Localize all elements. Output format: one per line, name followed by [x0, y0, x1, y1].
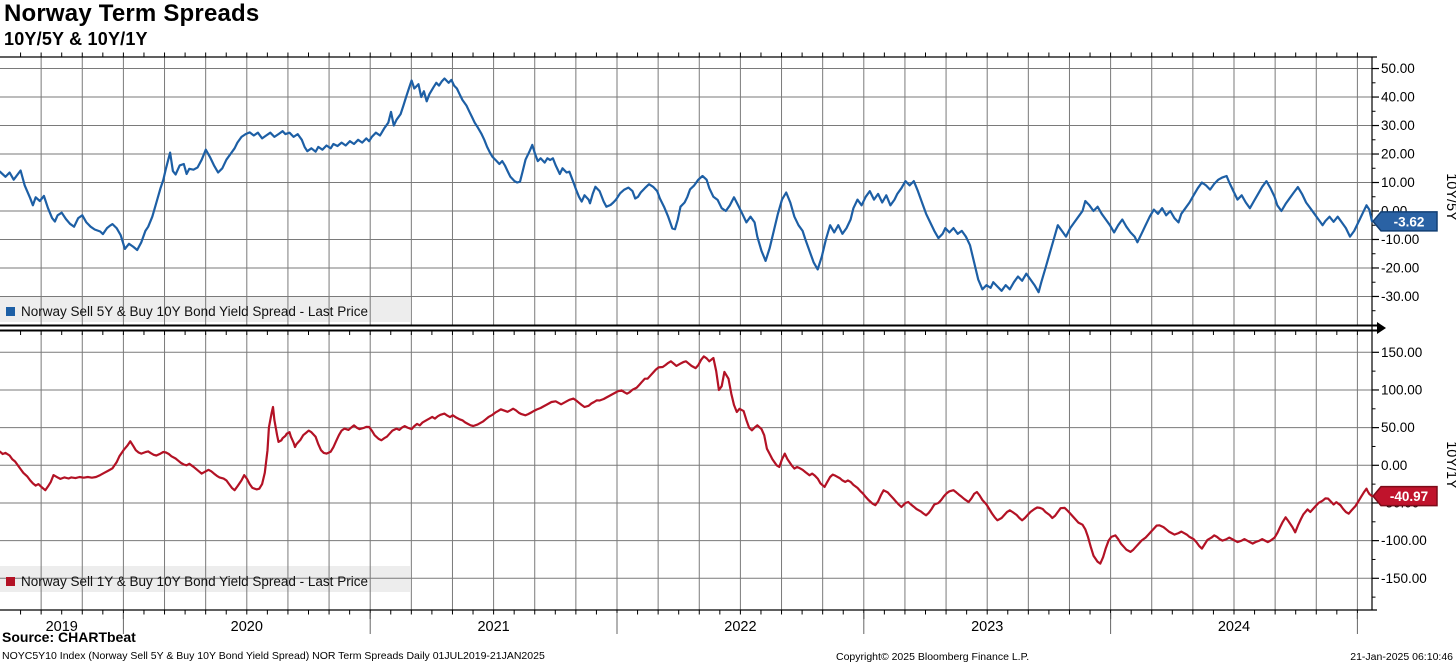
- last-price-value-10y1y: -40.97: [1390, 489, 1428, 504]
- copyright-text: Copyright© 2025 Bloomberg Finance L.P.: [836, 651, 1030, 663]
- series-10y1y: [0, 355, 1374, 565]
- time-ticks: [20, 52, 1358, 634]
- year-label-2019: 2019: [46, 619, 78, 635]
- legend-item-10y1y[interactable]: Norway Sell 1Y & Buy 10Y Bond Yield Spre…: [6, 571, 368, 591]
- y-axis-10y1y: 150.00100.0050.000.00-50.00-100.00-150.0…: [1372, 345, 1456, 598]
- last-price-badge-10y1y: -40.97: [1372, 485, 1438, 507]
- year-label-2023: 2023: [971, 619, 1003, 635]
- y-tick-label: 10.00: [1381, 175, 1415, 190]
- last-price-badge-10y5y: -3.62: [1372, 211, 1438, 232]
- year-label-2021: 2021: [477, 619, 509, 635]
- y-tick-label: 50.00: [1381, 61, 1415, 76]
- legend-item-10y5y[interactable]: Norway Sell 5Y & Buy 10Y Bond Yield Spre…: [6, 301, 368, 321]
- y-tick-label: -30.00: [1381, 289, 1419, 304]
- y-tick-label: 0.00: [1381, 458, 1407, 473]
- year-label-2024: 2024: [1218, 619, 1250, 635]
- y-tick-label: 40.00: [1381, 90, 1415, 105]
- chart-frame: [0, 56, 1386, 611]
- series-10y5y: [0, 77, 1374, 294]
- legend-swatch-blue: [6, 306, 15, 316]
- y-tick-label: 50.00: [1381, 420, 1415, 435]
- axis-title-10y5y: 10Y/5Y: [1443, 173, 1456, 221]
- page-title: Norway Term Spreads: [4, 0, 260, 27]
- page-subtitle: 10Y/5Y & 10Y/1Y: [4, 29, 148, 49]
- security-info: NOYC5Y10 Index (Norway Sell 5Y & Buy 10Y…: [2, 650, 545, 662]
- y-tick-label: -10.00: [1381, 232, 1419, 247]
- y-tick-label: 100.00: [1381, 382, 1422, 397]
- legend-label-10y1y: Norway Sell 1Y & Buy 10Y Bond Yield Spre…: [21, 573, 368, 589]
- series-line-10y1y: [0, 355, 1374, 565]
- year-labels: 2019 2020 2021 2022 2023 2024: [46, 619, 1251, 635]
- year-label-2022: 2022: [724, 619, 756, 635]
- series-line-10y5y: [0, 77, 1374, 294]
- axis-title-10y1y: 10Y/1Y: [1443, 441, 1456, 489]
- y-tick-label: 30.00: [1381, 118, 1415, 133]
- last-price-value-10y5y: -3.62: [1394, 214, 1425, 229]
- legend-swatch-red: [6, 576, 15, 586]
- legend-label-10y5y: Norway Sell 5Y & Buy 10Y Bond Yield Spre…: [21, 303, 368, 319]
- divider-arrow-icon: [1377, 322, 1386, 334]
- y-tick-label: -100.00: [1381, 533, 1427, 548]
- y-axis-10y5y: 50.0040.0030.0020.0010.000.00-10.00-20.0…: [1372, 61, 1456, 312]
- timestamp: 21-Jan-2025 06:10:46: [1350, 651, 1453, 663]
- y-tick-label: -20.00: [1381, 260, 1419, 275]
- source-label: Source: CHARTbeat: [2, 629, 136, 645]
- year-label-2020: 2020: [231, 619, 263, 635]
- y-tick-label: 150.00: [1381, 345, 1422, 360]
- legend-strips: [0, 296, 410, 592]
- y-tick-label: -150.00: [1381, 571, 1427, 586]
- gridlines: [0, 57, 1372, 610]
- y-tick-label: 20.00: [1381, 147, 1415, 162]
